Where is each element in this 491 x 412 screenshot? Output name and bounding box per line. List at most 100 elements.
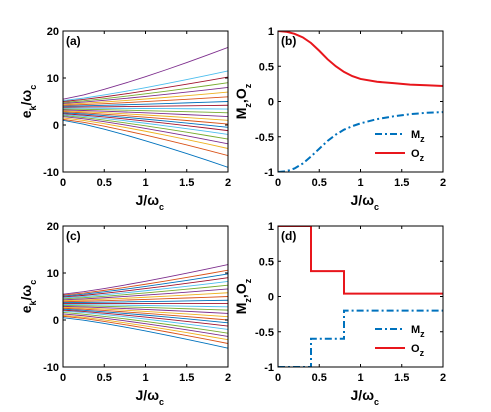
series-line-20 [63,70,228,102]
series-line-0 [63,317,228,349]
y-tick-label: 1 [268,26,274,38]
series-line-8 [63,307,228,321]
series-line-23 [63,264,228,295]
y-tick-label: -10 [43,167,59,179]
series-line-16 [63,292,228,302]
series-line-o [278,226,443,295]
legend-label-o: Oz [411,343,425,358]
series-line-1 [63,118,228,156]
series-line-3 [63,313,228,337]
legend-label-m: Mz [411,324,425,339]
series-line-5 [63,114,228,135]
series-line-10 [63,109,228,117]
legend-label-o: Oz [411,148,425,163]
y-tick-label: 0 [268,292,274,304]
series-line-10 [63,305,228,314]
series-line-1 [63,315,228,344]
x-tick-label: 1 [142,177,148,189]
series-line-3 [63,116,228,145]
plot-area [278,31,443,172]
y-tick-label: 0 [53,315,59,327]
series-line-14 [63,299,228,304]
series-line-15 [63,296,228,303]
series-line-6 [63,309,228,327]
series-line-21 [63,47,228,100]
x-tick-label: 2 [440,372,446,384]
y-tick-label: 1 [268,221,274,233]
x-tick-label: 1.5 [179,177,194,189]
y-tick-label: 10 [47,268,59,280]
y-tick-label: -0.5 [255,132,274,144]
x-axis-label: J/ωc [351,387,380,407]
series-line-7 [63,112,228,128]
y-axis-label: Mz,Oz [233,83,253,119]
panel-d: 0 0.5 1 1.5 2 -1 -0.5 0 0.5 1 (d) J/ωc Mz,Oz Mz Oz [233,221,446,407]
y-axis-label: Mz,Oz [233,278,253,314]
series-line-m [278,309,443,367]
series-line-2 [63,117,228,149]
x-tick-label: 0.5 [312,177,327,189]
y-tick-label: 10 [47,73,59,85]
series-line-18 [63,82,228,103]
x-axis-label: J/ωc [136,387,165,407]
y-tick-label: -10 [43,362,59,374]
series-line-6 [63,113,228,132]
series-line-14 [63,101,228,107]
series-line-15 [63,96,228,106]
x-tick-label: 1 [142,372,148,384]
series-line-21 [63,273,228,297]
panel-label: (d) [281,229,296,243]
x-tick-label: 0.5 [97,177,112,189]
x-tick-label: 1 [357,177,363,189]
y-tick-label: -0.5 [255,327,274,339]
y-tick-label: 0.5 [259,61,274,73]
series-line-12 [63,107,228,110]
series-group [63,264,228,349]
series-line-m [278,111,443,172]
x-tick-label: 2 [225,372,231,384]
x-axis-label: J/ωc [351,192,380,212]
x-tick-label: 2 [440,177,446,189]
y-tick-label: 0.5 [259,256,274,268]
y-tick-label: 20 [47,221,59,233]
series-line-2 [63,314,228,341]
y-tick-label: -1 [264,362,274,374]
y-tick-label: 0 [268,97,274,109]
legend: Mz Oz [375,324,425,358]
x-tick-label: 0.5 [97,372,112,384]
x-tick-label: 1 [357,372,363,384]
plot-area [278,226,443,367]
series-line-5 [63,310,228,330]
series-group [63,47,228,168]
panel-label: (a) [66,34,81,48]
x-tick-label: 0 [275,177,281,189]
x-tick-label: 0 [60,372,66,384]
series-line-9 [63,110,228,121]
legend: Mz Oz [375,129,425,163]
series-line-7 [63,308,228,324]
x-tick-label: 1.5 [394,177,409,189]
x-tick-label: 1.5 [394,372,409,384]
plot-area [63,226,228,367]
series-line-20 [63,277,228,298]
series-line-4 [63,115,228,140]
series-line-8 [63,111,228,125]
panel-label: (b) [281,34,296,48]
series-line-19 [63,76,228,102]
series-line-12 [63,304,228,308]
series-line-22 [63,269,228,296]
series-group [278,226,443,367]
legend-label-m: Mz [411,129,425,144]
series-line-17 [63,288,228,301]
y-axis-label: ek/ωc [18,85,38,119]
series-line-13 [63,104,228,108]
y-axis-label: ek/ωc [18,280,38,314]
series-line-0 [63,119,228,168]
series-line-11 [63,108,228,114]
series-line-11 [63,304,228,311]
series-line-9 [63,306,228,318]
series-line-17 [63,86,228,104]
